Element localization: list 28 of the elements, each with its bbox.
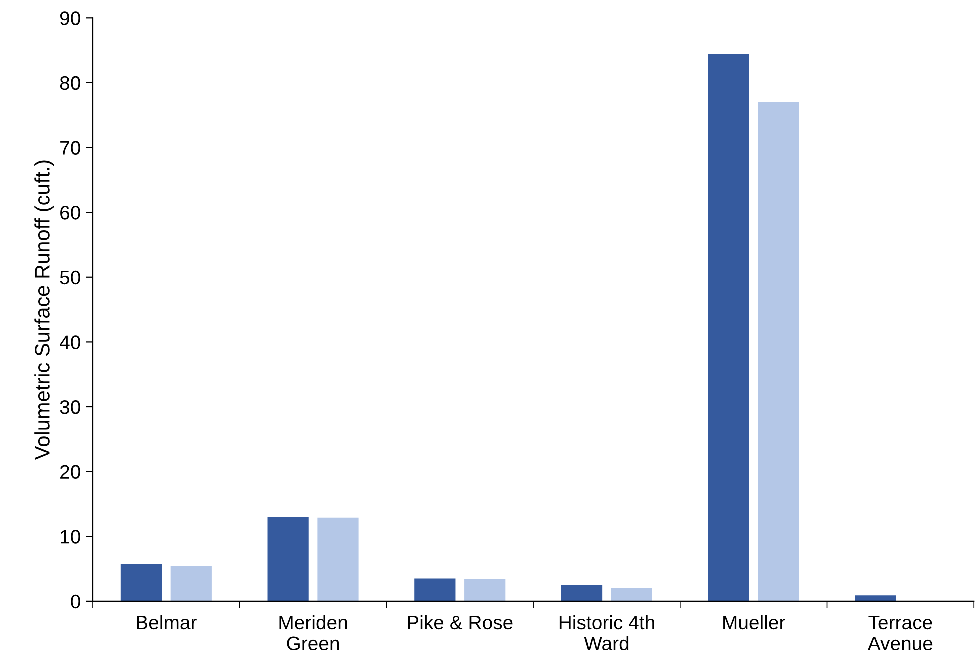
y-tick-label: 80 <box>60 76 80 90</box>
x-tick-label: Meriden Green <box>280 615 348 651</box>
bar <box>758 102 800 602</box>
y-tick-label: 30 <box>60 400 80 414</box>
bar <box>170 566 212 602</box>
bar <box>414 578 456 602</box>
bar <box>561 585 603 602</box>
y-tick-label: 40 <box>60 336 80 350</box>
x-tick-label: Historic 4th Ward <box>560 615 654 651</box>
bar <box>120 564 162 602</box>
y-tick-label: 50 <box>60 270 80 285</box>
bar <box>611 588 653 602</box>
bar <box>464 579 506 602</box>
y-tick-label: 20 <box>60 465 80 480</box>
bar <box>855 596 896 602</box>
x-tick-label: Mueller <box>724 615 786 630</box>
y-tick-label: 10 <box>61 530 80 544</box>
y-tick-label: 60 <box>60 206 80 220</box>
y-tick-label: 90 <box>60 12 80 26</box>
bar <box>708 54 750 602</box>
y-axis-title: Volumetric Surface Runoff (cuft.) <box>34 160 54 460</box>
x-tick-label: Pike & Rose <box>408 615 513 630</box>
bar <box>268 517 309 602</box>
y-tick-label: 70 <box>60 141 80 155</box>
y-tick-label: 0 <box>71 594 80 609</box>
x-tick-label: Terrace Avenue <box>868 616 933 651</box>
bar <box>318 518 359 602</box>
x-tick-label: Belmar <box>137 615 197 630</box>
